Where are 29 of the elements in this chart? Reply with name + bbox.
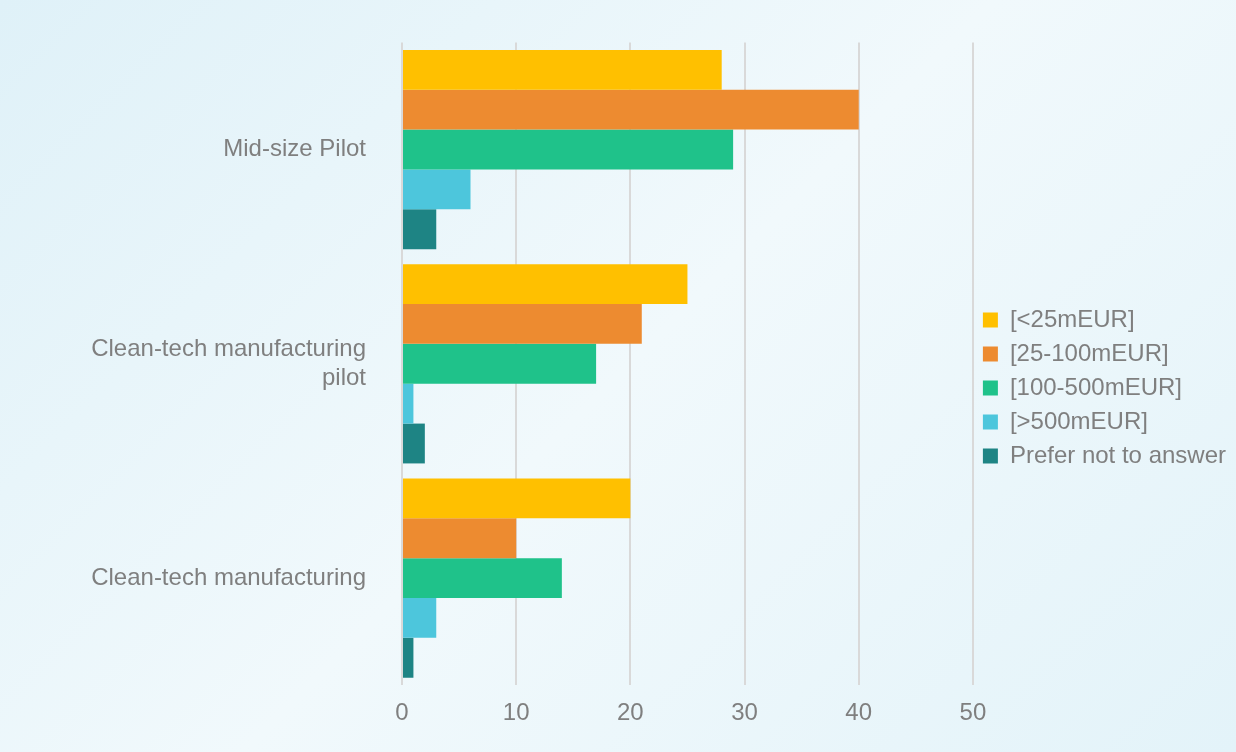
bar (403, 637, 414, 678)
x-tick-label: 0 (395, 698, 409, 726)
x-tick-label: 20 (617, 698, 644, 726)
y-tick-label: Clean-tech manufacturing (91, 562, 366, 590)
legend-label: [100-500mEUR] (1009, 372, 1182, 400)
y-tick-label: Clean-tech manufacturing pilot (91, 334, 367, 390)
bar (403, 343, 597, 384)
bar (403, 209, 437, 250)
legend-label: [25-100mEUR] (1009, 338, 1169, 366)
legend-label: [<25mEUR] (1009, 304, 1135, 332)
bar (403, 423, 425, 464)
bar (403, 383, 414, 424)
bar (403, 518, 517, 559)
legend-label: Prefer not to answer (1009, 440, 1227, 468)
x-tick-label: 30 (731, 698, 758, 726)
bar (403, 478, 631, 519)
bar (403, 129, 734, 170)
bar (403, 558, 562, 598)
legend-label: [>500mEUR] (1009, 406, 1148, 434)
bar (403, 264, 688, 305)
x-tick-label: 40 (845, 698, 873, 726)
y-tick-label: Mid-size Pilot (223, 134, 367, 162)
bar (403, 597, 437, 638)
bar (403, 169, 471, 210)
bar (403, 89, 859, 130)
x-tick-label: 50 (959, 698, 987, 726)
bar (403, 49, 722, 90)
bar (403, 304, 642, 344)
x-tick-label: 10 (502, 698, 530, 726)
